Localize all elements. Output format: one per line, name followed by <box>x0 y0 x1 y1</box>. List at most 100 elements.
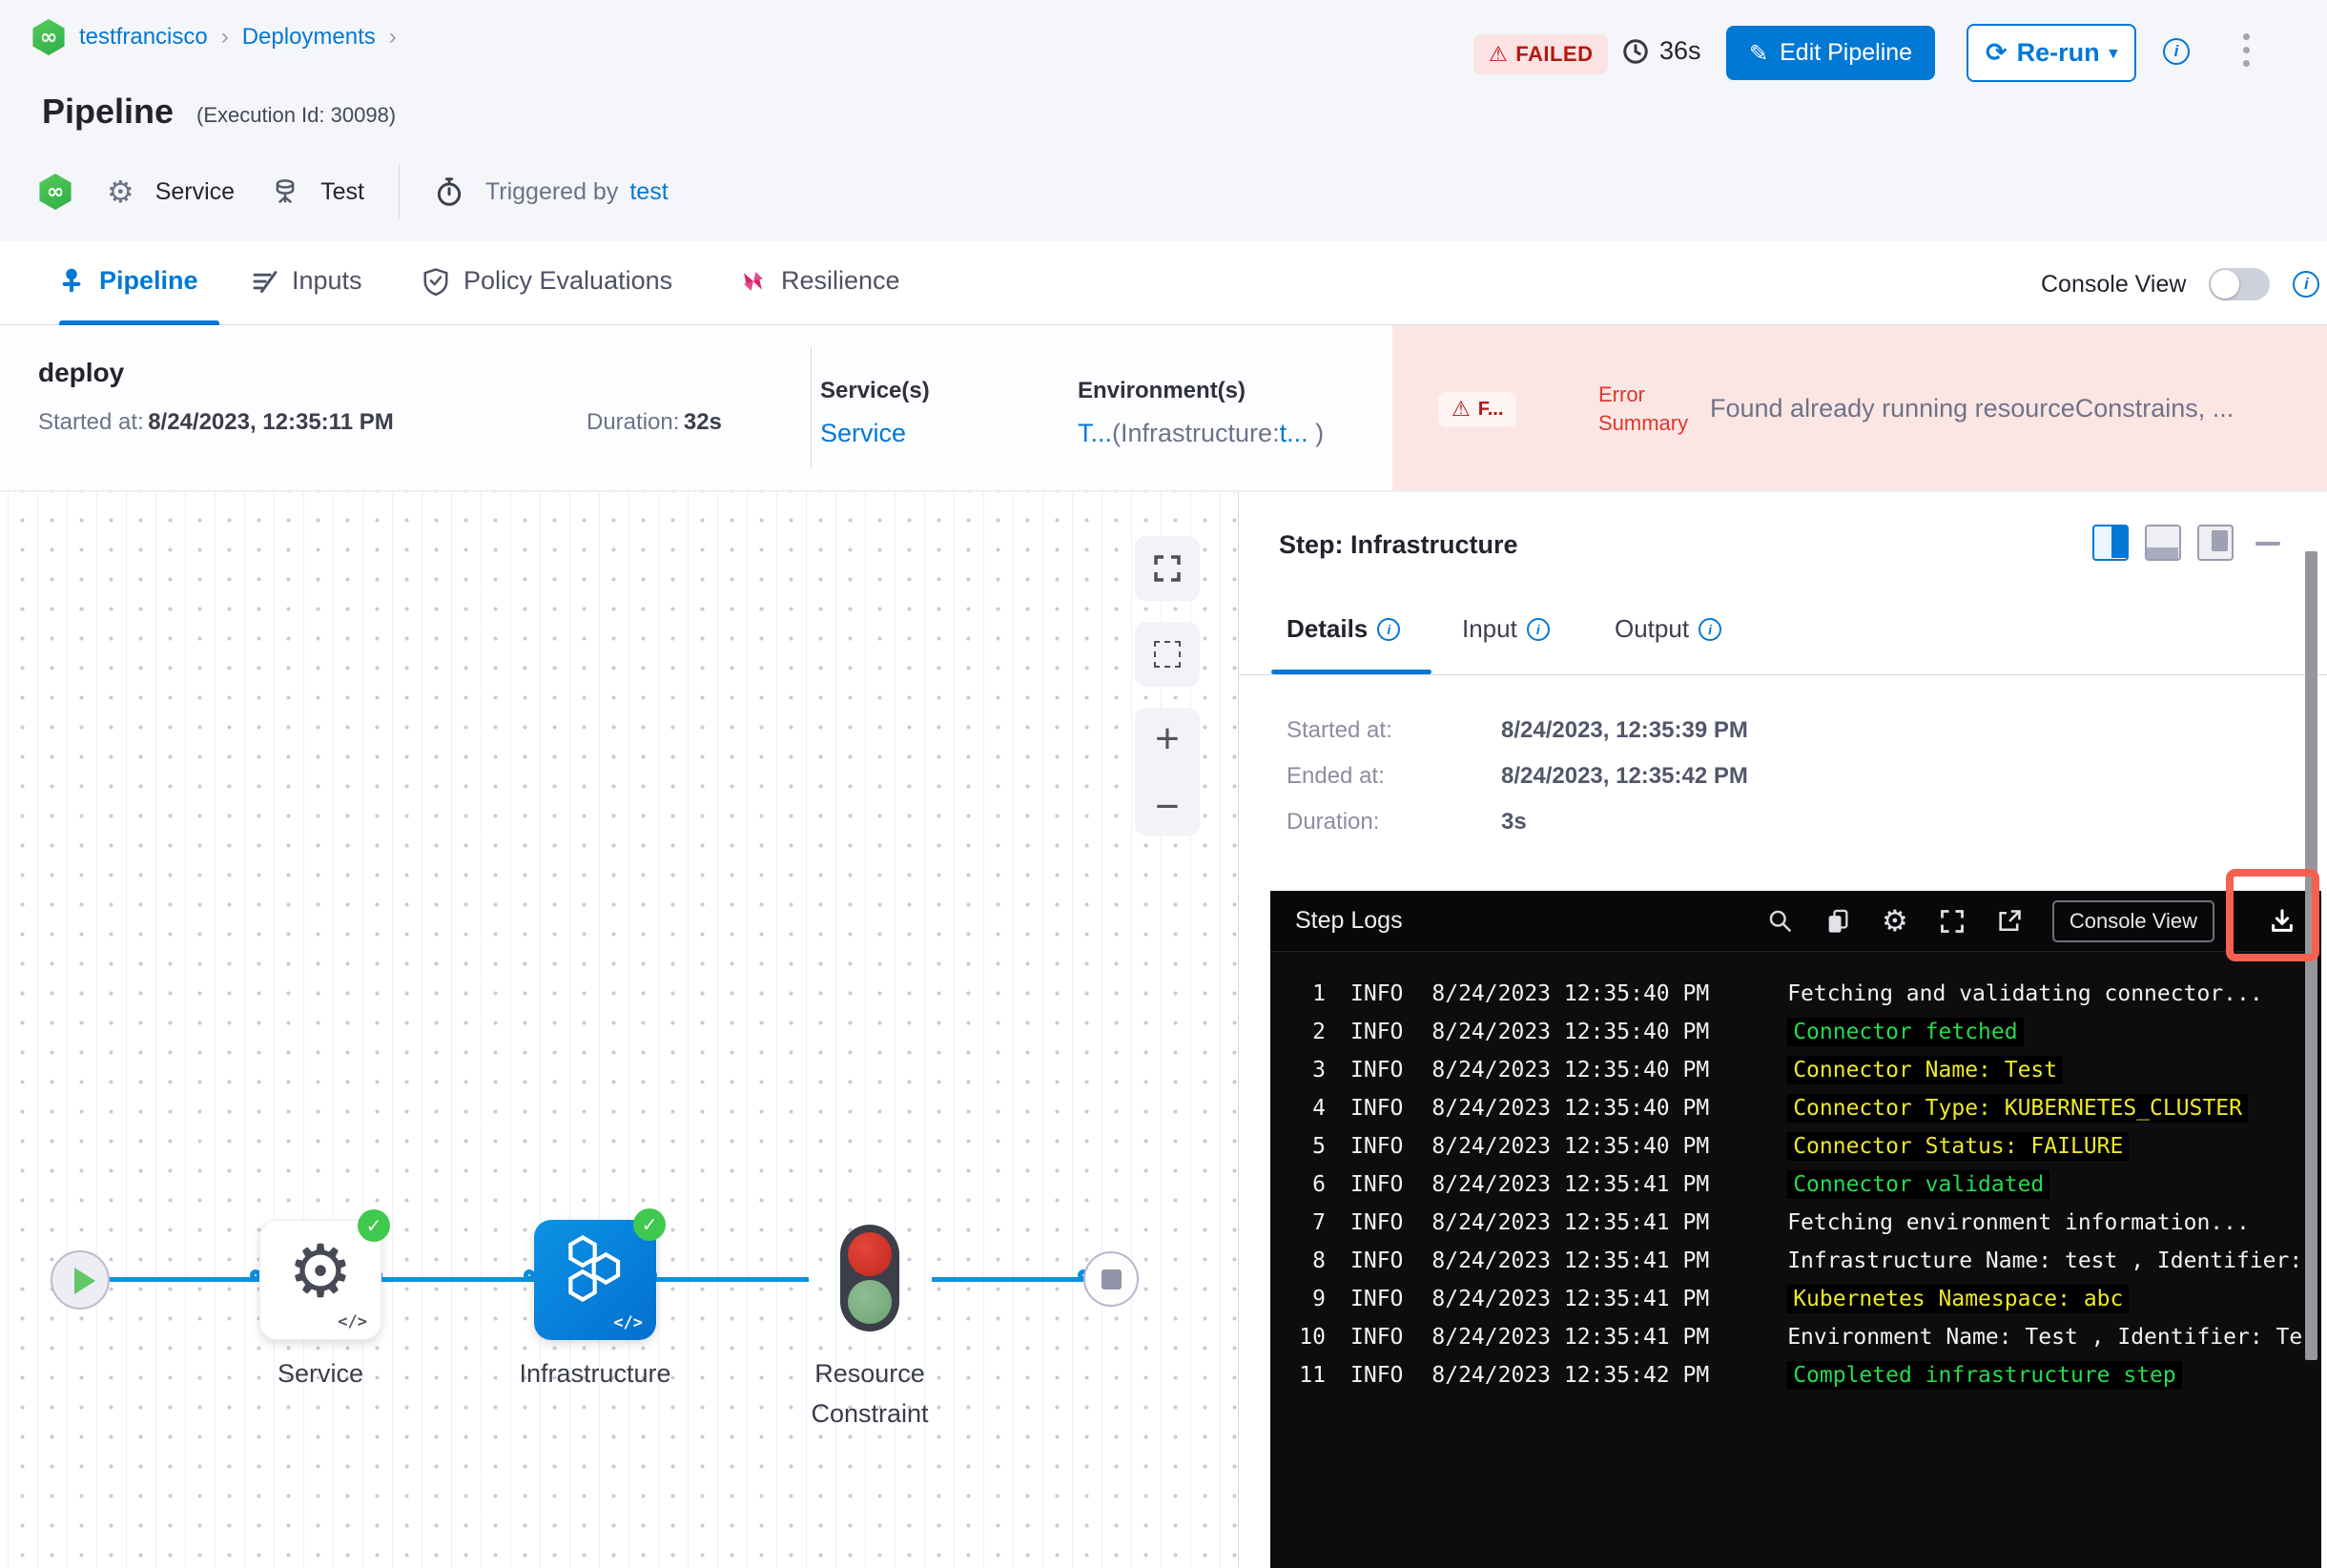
log-line: 11 INFO 8/24/2023 12:35:42 PM Completed inf… <box>1270 1356 2321 1394</box>
error-status-badge: ⚠ F... <box>1438 392 1517 427</box>
clock-icon <box>1623 38 1648 64</box>
error-summary-zone: ⚠ F... Error Summary Found already runni… <box>1392 325 2327 490</box>
error-summary-message: Found already running resourceConstrains… <box>1710 394 2234 423</box>
node-infrastructure[interactable]: ✓ </> <box>534 1208 666 1340</box>
log-line: 6 INFO 8/24/2023 12:35:41 PM Connector vali… <box>1270 1166 2321 1204</box>
step-panel-title: Step: Infrastructure <box>1279 530 1518 559</box>
pipeline-icon <box>62 268 81 292</box>
pipeline-graph-canvas[interactable]: ⚙ ✓ </> Service ✓ </> Infrastructure Res… <box>0 492 1238 1568</box>
console-view-toggle[interactable] <box>2209 268 2271 300</box>
fullscreen-logs-button[interactable] <box>1938 907 1967 936</box>
step-logs-body[interactable]: 1 INFO 8/24/2023 12:35:40 PM Fetching and v… <box>1270 952 2321 1568</box>
rerun-button[interactable]: ⟳ Re-run ▾ <box>1967 24 2137 82</box>
detail-row: Ended at: 8/24/2023, 12:35:42 PM <box>1287 763 1748 789</box>
log-line: 5 INFO 8/24/2023 12:35:40 PM Connector Stat… <box>1270 1127 2321 1166</box>
breadcrumb-chevron-icon: › <box>220 24 229 50</box>
info-icon: i <box>1526 617 1550 641</box>
marquee-icon <box>1154 641 1181 668</box>
chevron-down-icon: ▾ <box>2109 43 2118 62</box>
copy-icon <box>1828 909 1848 933</box>
layout-right-view-button[interactable] <box>2092 525 2129 561</box>
console-view-label: Console View <box>2041 270 2187 298</box>
search-icon <box>1770 910 1792 932</box>
pipeline-meta-row: ∞ ⚙ Service Test Triggered by test <box>38 164 669 219</box>
open-in-new-tab-button[interactable] <box>1995 907 2024 936</box>
divider <box>398 164 400 219</box>
graph-edge <box>932 1277 1089 1282</box>
warning-icon: ⚠ <box>1452 398 1471 422</box>
fit-screen-icon <box>1154 555 1181 582</box>
log-line: 3 INFO 8/24/2023 12:35:40 PM Connector Name… <box>1270 1051 2321 1089</box>
console-view-button[interactable]: Console View <box>2051 899 2214 942</box>
edit-pipeline-button[interactable]: ✎ Edit Pipeline <box>1726 26 1936 80</box>
page-title: Pipeline <box>42 92 175 131</box>
total-duration: 36s <box>1621 36 1701 66</box>
environments-label: Environment(s) <box>1078 378 1246 403</box>
tab-resilience[interactable]: Resilience <box>739 266 900 296</box>
log-line: 4 INFO 8/24/2023 12:35:40 PM Connector Type… <box>1270 1089 2321 1127</box>
stage-name[interactable]: deploy <box>38 358 125 387</box>
edge-port <box>250 1269 261 1281</box>
code-mark-icon: </> <box>338 1312 367 1331</box>
stopwatch-icon <box>437 177 462 206</box>
stop-icon <box>1101 1269 1122 1289</box>
console-view-control: Console View i <box>2041 268 2320 300</box>
node-label-service: Service <box>277 1359 364 1388</box>
marquee-select-button[interactable] <box>1135 622 1200 687</box>
triggered-by-user[interactable]: test <box>629 177 669 205</box>
node-service[interactable]: ⚙ ✓ </> <box>259 1209 390 1340</box>
zoom-in-button[interactable]: + <box>1155 715 1180 762</box>
fit-to-screen-button[interactable] <box>1135 536 1200 601</box>
shield-check-icon <box>423 267 448 296</box>
refresh-icon: ⟳ <box>1986 38 2008 68</box>
log-line: 10 INFO 8/24/2023 12:35:41 PM Environment N… <box>1299 1325 2303 1350</box>
pencil-icon: ✎ <box>1749 39 1769 67</box>
zoom-out-button[interactable]: − <box>1155 783 1180 830</box>
start-node[interactable] <box>51 1250 110 1310</box>
active-tab-indicator <box>1271 670 1431 674</box>
log-line: 8 INFO 8/24/2023 12:35:41 PM Infrastructure… <box>1312 1248 2303 1273</box>
search-logs-button[interactable] <box>1766 907 1795 936</box>
tab-policy-evaluations[interactable]: Policy Evaluations <box>422 266 672 296</box>
code-mark-icon: </> <box>613 1313 643 1332</box>
tab-details[interactable]: Details i <box>1287 614 1401 644</box>
layout-floating-view-button[interactable] <box>2197 525 2234 561</box>
stage-started-at: Started at: 8/24/2023, 12:35:11 PM <box>38 409 394 435</box>
environment-name[interactable]: Test <box>320 177 364 205</box>
copy-logs-button[interactable] <box>1823 907 1852 936</box>
active-tab-indicator <box>59 320 219 325</box>
divider <box>811 346 812 468</box>
tab-pipeline[interactable]: Pipeline <box>57 266 198 296</box>
tab-input[interactable]: Input i <box>1462 614 1550 644</box>
tab-inputs[interactable]: Inputs <box>250 266 362 296</box>
layout-bottom-view-button[interactable] <box>2145 525 2181 561</box>
service-name[interactable]: Service <box>154 177 236 205</box>
more-options-menu[interactable] <box>2243 27 2250 73</box>
log-line: 7 INFO 8/24/2023 12:35:41 PM Fetching envir… <box>1312 1210 2250 1235</box>
info-icon[interactable]: i <box>2293 271 2320 298</box>
resilience-icon <box>744 271 763 291</box>
tab-output[interactable]: Output i <box>1615 614 1722 644</box>
harness-cd-logo-icon: ∞ <box>32 19 65 55</box>
node-label-infrastructure: Infrastructure <box>519 1359 671 1388</box>
fullscreen-icon <box>1940 909 1964 933</box>
breadcrumb-project[interactable]: testfrancisco <box>79 24 208 50</box>
execution-id: (Execution Id: 30098) <box>196 103 397 127</box>
gear-icon: ⚙ <box>107 174 134 210</box>
breadcrumb: ∞ testfrancisco › Deployments › <box>31 19 397 55</box>
environment-link[interactable]: T...(Infrastructure:t... ) <box>1078 419 1325 447</box>
breadcrumb-deployments[interactable]: Deployments <box>241 24 376 50</box>
log-settings-button[interactable]: ⚙ <box>1881 904 1909 939</box>
step-logs-header: Step Logs ⚙ <box>1270 891 2321 952</box>
info-icon[interactable]: i <box>2163 38 2190 65</box>
service-link[interactable]: Service <box>820 419 907 447</box>
end-node[interactable] <box>1083 1251 1139 1307</box>
play-icon <box>74 1268 95 1294</box>
node-resource-constraint[interactable] <box>840 1225 899 1331</box>
panel-scrollbar[interactable] <box>2305 551 2317 1360</box>
minimize-panel-button[interactable] <box>2255 542 2280 546</box>
harness-cd-logo-icon: ∞ <box>39 174 72 210</box>
divider <box>1239 674 2327 675</box>
download-logs-button[interactable] <box>2268 907 2296 936</box>
